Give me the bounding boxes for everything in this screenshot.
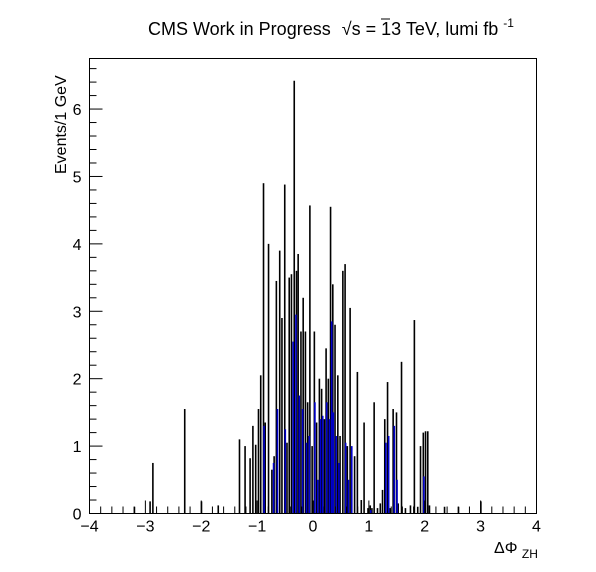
black-bars-bar [354,456,356,513]
black-bars-bar [420,446,422,513]
blue-bars-bar [314,402,316,513]
blue-bars-bar [302,409,304,513]
title-sqrt: √s [342,19,361,39]
black-bars-bar [377,508,379,513]
x-axis-title-subscript: ZH [522,547,538,561]
black-bars-bar [255,445,257,514]
black-bars-bar [217,505,219,513]
blue-bars-bar [309,436,311,514]
black-bars-bar [429,505,431,513]
black-bars-bar [152,463,154,514]
black-bars-bar [414,320,416,513]
black-bars-bar [363,423,365,514]
blue-bars-bar [333,412,335,513]
x-axis-title: ΔΦ ZH [494,540,538,561]
y-axis-ticks: 0 1 2 3 4 5 6 [73,69,103,524]
black-bars-bar [360,500,362,513]
title-superscript: -1 [503,16,514,30]
black-bars-bar [260,375,262,513]
blue-bars-bar [320,419,322,513]
blue-bars-bar [306,443,308,514]
x-tick-label: −1 [248,519,266,536]
black-bars-bar [401,362,403,514]
x-tick-label: 1 [364,519,373,536]
title-prefix: CMS Work in Progress [148,19,331,39]
y-tick-label: 0 [73,507,82,524]
blue-bars-bar [277,409,279,513]
blue-bars-bar [345,443,347,514]
blue-bars-bar [317,480,319,514]
blue-bars-bar [388,436,390,514]
black-bars-series [134,81,482,514]
blue-bars-bar [351,446,353,513]
black-bars-bar [288,278,290,514]
blue-bars-bar [335,436,337,514]
blue-bars-bar [385,443,387,514]
black-bars-bar [427,431,429,513]
black-bars-bar [410,505,412,513]
black-bars-bar [417,507,419,514]
blue-bars-bar [338,463,340,514]
black-bars-bar [300,332,302,514]
black-bars-bar [291,274,293,513]
blue-bars-bar [295,315,297,514]
x-tick-label: 3 [476,519,485,536]
blue-bars-bar [322,416,324,514]
black-bars-bar [279,251,281,514]
y-tick-label: 5 [73,169,82,186]
black-bars-bar [349,308,351,514]
blue-bars-bar [393,426,395,514]
plot-frame [90,59,537,514]
black-bars-bar [244,446,246,513]
black-bars-bar [184,409,186,513]
x-tick-label: 0 [309,519,318,536]
black-bars-bar [286,443,288,514]
blue-bars-bar [298,396,300,514]
y-tick-label: 4 [73,237,82,254]
blue-bars-bar [326,402,328,513]
blue-bars-bar [331,321,333,513]
black-bars-bar [268,244,270,514]
black-bars-bar [444,507,446,514]
black-bars-bar [357,372,359,514]
black-bars-bar [239,439,241,513]
black-bars-bar [342,271,344,514]
x-axis-title-main: ΔΦ [494,540,517,557]
blue-bars-bar [329,419,331,513]
blue-bars-bar [396,480,398,514]
blue-bars-bar [370,510,372,513]
x-tick-label: −4 [80,519,98,536]
blue-bars-bar [292,342,294,514]
black-bars-bar [382,490,384,514]
y-tick-label: 3 [73,304,82,321]
y-axis-title: Events/1 GeV [53,75,70,174]
x-tick-label: 4 [532,519,541,536]
black-bars-bar [249,458,251,513]
black-bars-bar [252,426,254,514]
blue-bars-bar [285,429,287,513]
x-tick-label: 2 [420,519,429,536]
y-tick-label: 2 [73,372,82,389]
blue-bars-bar [273,463,275,514]
chart-title: CMS Work in Progress √s = 13 TeV, lumi f… [148,16,514,39]
black-bars-bar [149,501,151,513]
black-bars-bar [324,419,326,513]
black-bars-bar [373,402,375,513]
x-tick-label: −3 [136,519,154,536]
black-bars-bar [405,508,407,513]
black-bars-bar [271,470,273,514]
y-tick-label: 1 [73,439,82,456]
y-tick-label: 6 [73,102,82,119]
x-tick-label: −2 [192,519,210,536]
black-bars-bar [281,318,283,513]
blue-bars-bar [348,480,350,514]
title-energy: = 13 TeV, lumi fb [366,19,499,39]
black-bars-bar [258,409,260,513]
blue-bars-bar [263,426,265,514]
